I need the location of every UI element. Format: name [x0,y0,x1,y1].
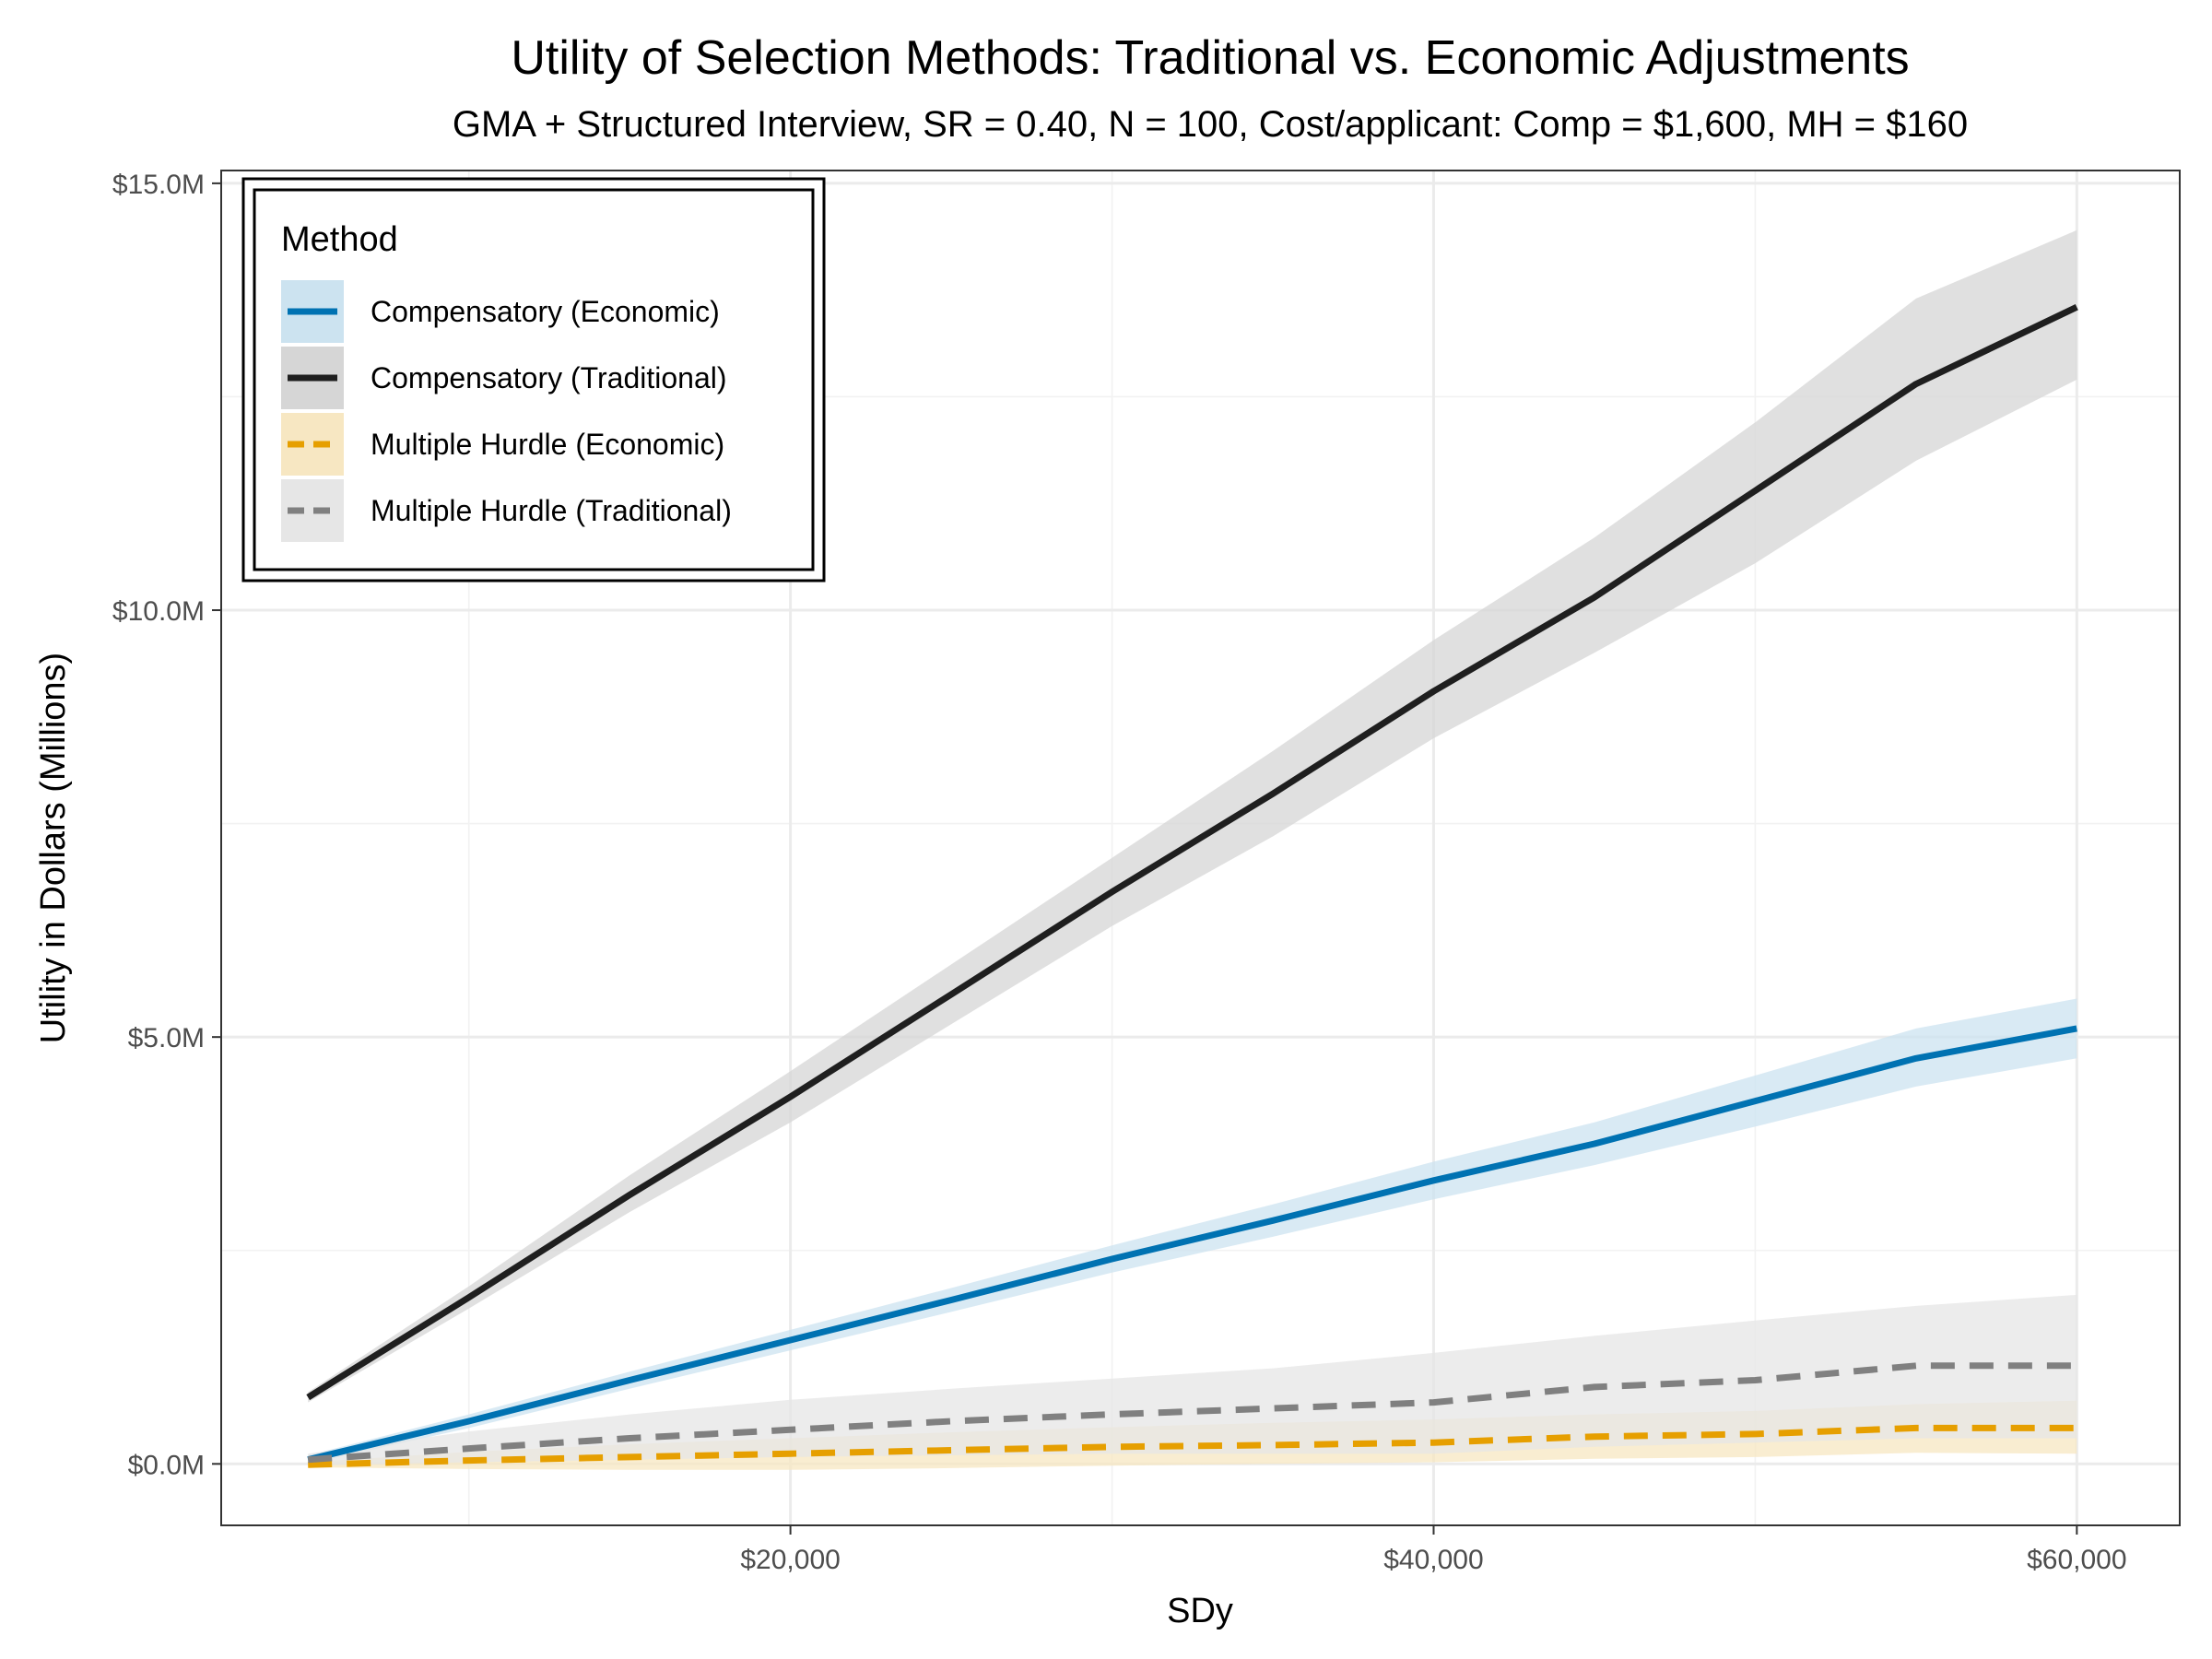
y-tick-label: $10.0M [112,596,205,627]
panel-border [220,170,2181,1526]
legend: Method Compensatory (Economic)Compensato… [241,177,826,582]
legend-items: Compensatory (Economic) Compensatory (Tra… [281,280,732,542]
x-axis: $20,000 $40,000 $60,000 [740,1525,2127,1575]
y-tick-label: $5.0M [128,1023,205,1053]
legend-label-1: Compensatory (Traditional) [371,361,727,394]
series-band-3 [308,1294,2077,1466]
legend-label-2: Multiple Hurdle (Economic) [371,428,724,461]
series-line-3 [307,1362,2077,1464]
x-tick-label: $20,000 [740,1545,840,1575]
chart-title: Utility of Selection Methods: Traditiona… [511,31,1909,85]
y-axis: $0.0M $5.0M $10.0M $15.0M [112,170,221,1480]
series-line-1 [306,304,2078,1401]
series-band-1 [308,229,2077,1403]
series-line-0 [307,1025,2077,1464]
y-axis-title: Utility in Dollars (Millions) [34,653,73,1043]
legend-label-3: Multiple Hurdle (Traditional) [371,494,732,527]
series-lines [306,304,2078,1468]
x-tick-label: $60,000 [2027,1545,2126,1575]
x-tick-label: $40,000 [1383,1545,1483,1575]
legend-label-0: Compensatory (Economic) [371,295,720,328]
x-axis-title: SDy [1167,1592,1233,1630]
chart-subtitle: GMA + Structured Interview, SR = 0.40, N… [453,104,1968,145]
series-line-2 [308,1424,2077,1468]
legend-title: Method [281,220,398,259]
legend-inner-border [253,188,815,571]
y-tick-label: $0.0M [128,1450,205,1480]
y-tick-label: $15.0M [112,170,205,200]
